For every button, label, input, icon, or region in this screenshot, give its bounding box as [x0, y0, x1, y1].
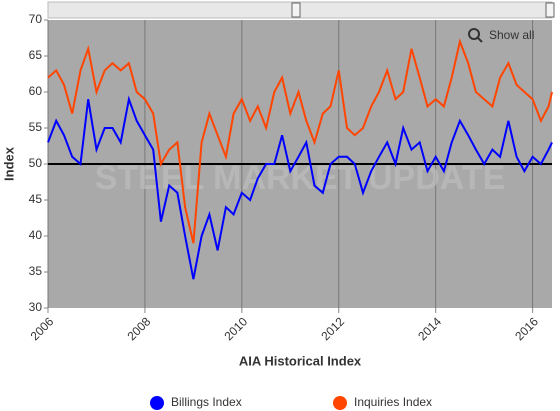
legend-marker	[333, 396, 347, 410]
legend-label: Inquiries Index	[354, 395, 432, 409]
y-axis-title: Index	[1, 146, 16, 181]
x-tick-label: 2014	[415, 314, 444, 343]
y-tick-label: 50	[29, 156, 43, 170]
y-tick-label: 65	[29, 48, 43, 62]
y-tick-label: 45	[29, 192, 43, 206]
series-line	[47, 38, 553, 244]
y-tick-label: 60	[29, 84, 43, 98]
legend-marker	[150, 396, 164, 410]
y-tick-label: 35	[29, 264, 43, 278]
reset-label[interactable]: Show all	[489, 28, 534, 42]
x-tick-label: 2016	[512, 314, 541, 343]
x-tick-label: 2010	[221, 314, 250, 343]
navigator-handle[interactable]	[545, 2, 555, 18]
watermark: STEEL MARKET UPDATE	[95, 159, 506, 197]
zoom-icon	[477, 37, 483, 43]
y-tick-label: 30	[29, 300, 43, 314]
navigator-handle[interactable]	[291, 2, 301, 18]
x-axis-title: AIA Historical Index	[239, 353, 362, 368]
y-tick-label: 70	[29, 12, 43, 26]
x-tick-label: 2006	[28, 314, 57, 343]
y-tick-label: 40	[29, 228, 43, 242]
legend-label: Billings Index	[171, 395, 242, 409]
zoom-icon	[468, 28, 480, 40]
series-line	[47, 95, 553, 280]
x-tick-label: 2012	[318, 314, 347, 343]
x-tick-label: 2008	[125, 314, 154, 343]
lines	[47, 38, 553, 280]
y-tick-label: 55	[29, 120, 43, 134]
reset-button[interactable]: Show all	[468, 28, 534, 43]
